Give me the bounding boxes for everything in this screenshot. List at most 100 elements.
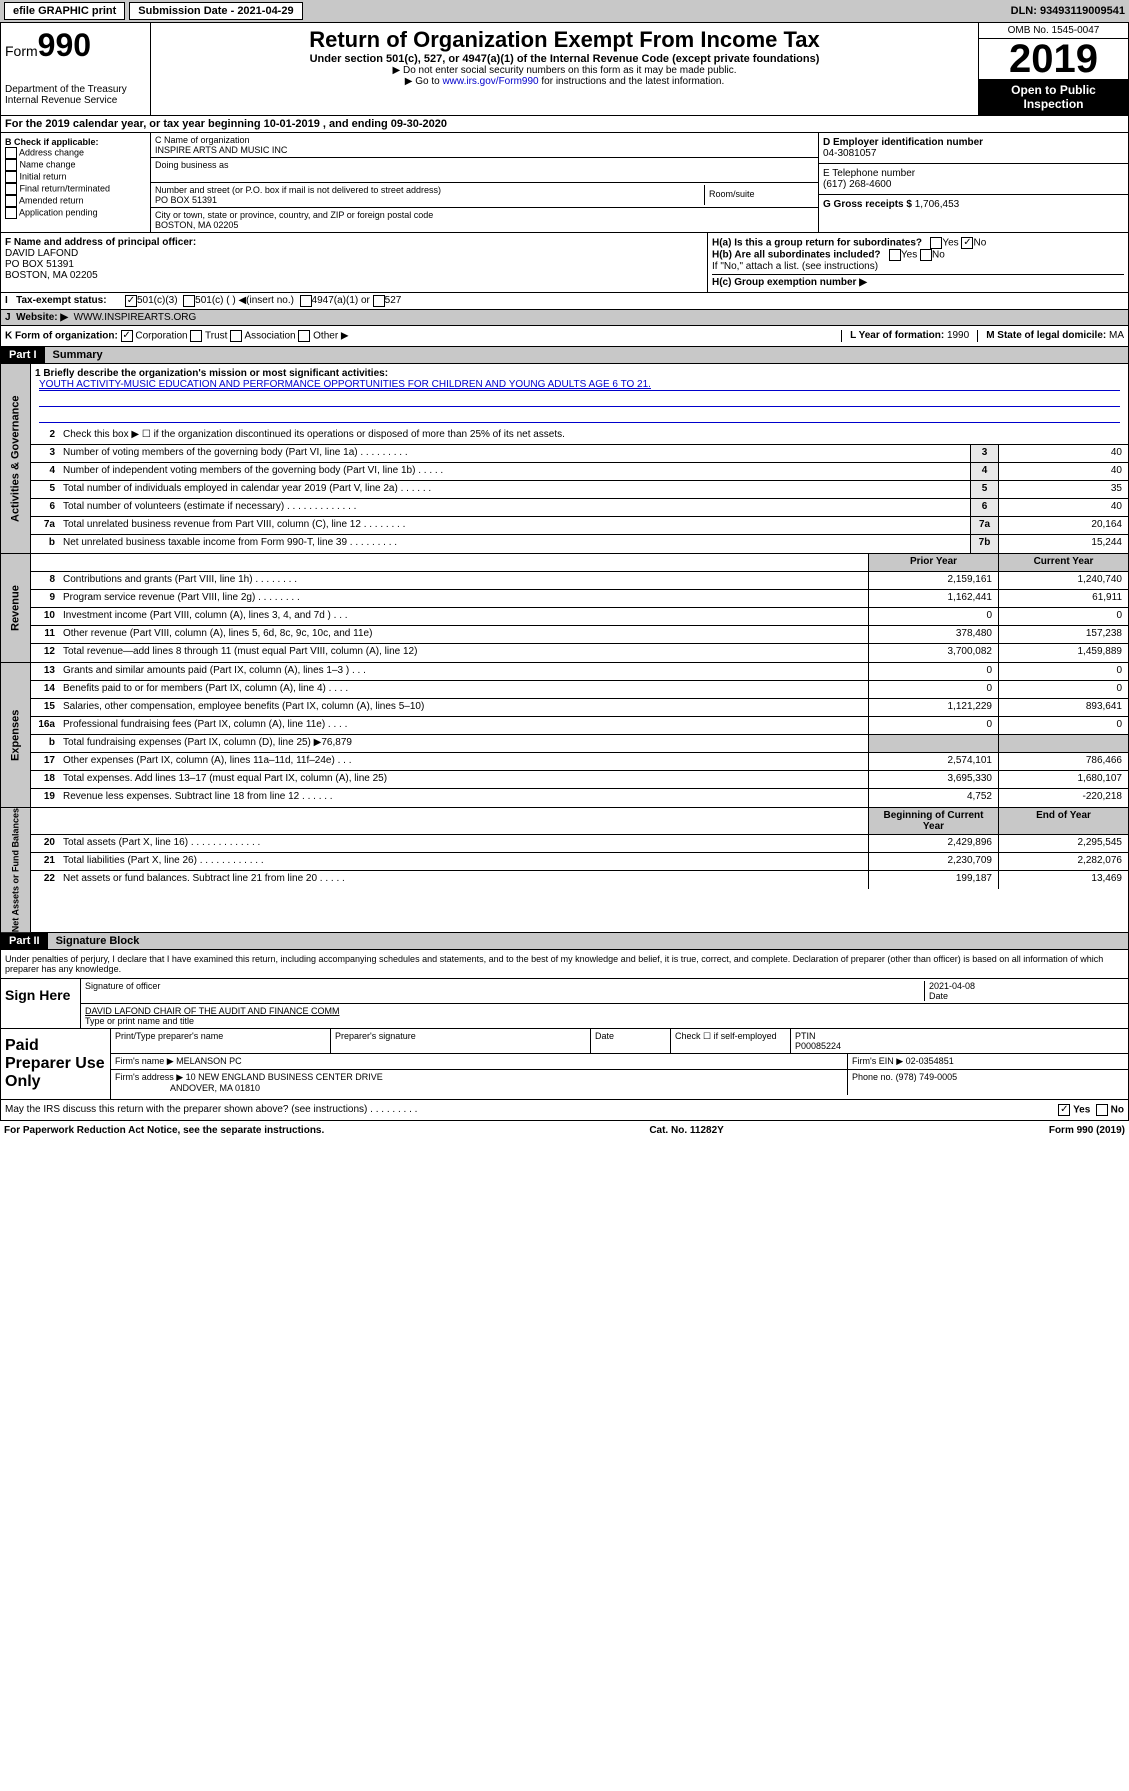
open-public-badge: Open to Public Inspection bbox=[979, 79, 1128, 115]
begin-year-hdr: Beginning of Current Year bbox=[868, 808, 998, 834]
ha-label: H(a) Is this a group return for subordin… bbox=[712, 238, 922, 249]
footer-right: Form 990 (2019) bbox=[1049, 1125, 1125, 1136]
discuss-label: May the IRS discuss this return with the… bbox=[5, 1104, 417, 1116]
ptin-value: P00085224 bbox=[795, 1041, 841, 1051]
hb-note: If "No," attach a list. (see instruction… bbox=[712, 261, 1124, 272]
check-assoc[interactable] bbox=[230, 330, 242, 342]
check-pending[interactable]: Application pending bbox=[5, 207, 146, 219]
prep-check-label: Check ☐ if self-employed bbox=[671, 1029, 791, 1053]
org-name-label: C Name of organization bbox=[155, 135, 814, 145]
sidebar-expenses: Expenses bbox=[1, 663, 31, 807]
paid-preparer-label: Paid Preparer Use Only bbox=[1, 1029, 111, 1099]
l7a-val: 20,164 bbox=[998, 517, 1128, 534]
check-amended[interactable]: Amended return bbox=[5, 195, 146, 207]
year-formation: 1990 bbox=[947, 330, 969, 341]
check-addr-change[interactable]: Address change bbox=[5, 147, 146, 159]
firm-ein: 02-0354851 bbox=[906, 1056, 954, 1066]
discuss-yes[interactable]: ✓ bbox=[1058, 1104, 1070, 1116]
footer-mid: Cat. No. 11282Y bbox=[649, 1125, 723, 1136]
sidebar-net: Net Assets or Fund Balances bbox=[1, 808, 31, 932]
table-row: 22Net assets or fund balances. Subtract … bbox=[31, 871, 1128, 889]
table-row: 17Other expenses (Part IX, column (A), l… bbox=[31, 753, 1128, 771]
ein-label: D Employer identification number bbox=[823, 137, 1124, 148]
net-assets-section: Net Assets or Fund Balances Beginning of… bbox=[0, 808, 1129, 933]
table-row: 11Other revenue (Part VIII, column (A), … bbox=[31, 626, 1128, 644]
city-label: City or town, state or province, country… bbox=[155, 210, 814, 220]
check-initial[interactable]: Initial return bbox=[5, 171, 146, 183]
prior-year-hdr: Prior Year bbox=[868, 554, 998, 571]
addr-label: Number and street (or P.O. box if mail i… bbox=[155, 185, 704, 195]
table-row: 14Benefits paid to or for members (Part … bbox=[31, 681, 1128, 699]
website-row: J Website: ▶ WWW.INSPIREARTS.ORG bbox=[0, 310, 1129, 326]
check-corp[interactable]: ✓ bbox=[121, 330, 133, 342]
l7a: Total unrelated business revenue from Pa… bbox=[59, 517, 970, 534]
org-name: INSPIRE ARTS AND MUSIC INC bbox=[155, 145, 814, 155]
check-4947[interactable] bbox=[300, 295, 312, 307]
table-row: 10Investment income (Part VIII, column (… bbox=[31, 608, 1128, 626]
officer-group-row: F Name and address of principal officer:… bbox=[0, 233, 1129, 293]
blank-line bbox=[39, 395, 1120, 407]
form-title: Return of Organization Exempt From Incom… bbox=[155, 27, 974, 53]
part1-header: Part I Summary bbox=[0, 347, 1129, 364]
room-label: Room/suite bbox=[704, 185, 814, 205]
blank-line bbox=[39, 411, 1120, 423]
officer-name: DAVID LAFOND bbox=[5, 248, 703, 259]
state-domicile: MA bbox=[1109, 330, 1124, 341]
table-row: 8Contributions and grants (Part VIII, li… bbox=[31, 572, 1128, 590]
subtitle-1: Under section 501(c), 527, or 4947(a)(1)… bbox=[155, 53, 974, 65]
check-501c3[interactable]: ✓ bbox=[125, 295, 137, 307]
l5: Total number of individuals employed in … bbox=[59, 481, 970, 498]
l7b-val: 15,244 bbox=[998, 535, 1128, 553]
hb-yes[interactable] bbox=[889, 249, 901, 261]
check-other[interactable] bbox=[298, 330, 310, 342]
table-row: 13Grants and similar amounts paid (Part … bbox=[31, 663, 1128, 681]
officer-addr1: PO BOX 51391 bbox=[5, 259, 703, 270]
check-final[interactable]: Final return/terminated bbox=[5, 183, 146, 195]
part2-header: Part II Signature Block bbox=[0, 933, 1129, 950]
hb-label: H(b) Are all subordinates included? bbox=[712, 250, 881, 261]
ha-yes[interactable] bbox=[930, 237, 942, 249]
prep-date-label: Date bbox=[591, 1029, 671, 1053]
officer-addr2: BOSTON, MA 02205 bbox=[5, 270, 703, 281]
entity-info: B Check if applicable: Address change Na… bbox=[0, 133, 1129, 233]
form-label: Form bbox=[5, 43, 38, 59]
discuss-no[interactable] bbox=[1096, 1104, 1108, 1116]
website-value: WWW.INSPIREARTS.ORG bbox=[74, 312, 197, 323]
check-name-change[interactable]: Name change bbox=[5, 159, 146, 171]
l6: Total number of volunteers (estimate if … bbox=[59, 499, 970, 516]
subtitle-3: ▶ Go to bbox=[405, 76, 443, 87]
governance-section: Activities & Governance 1 Briefly descri… bbox=[0, 364, 1129, 554]
sig-officer-label: Signature of officer bbox=[85, 981, 160, 991]
period-row: For the 2019 calendar year, or tax year … bbox=[0, 116, 1129, 133]
check-trust[interactable] bbox=[190, 330, 202, 342]
expenses-section: Expenses 13Grants and similar amounts pa… bbox=[0, 663, 1129, 808]
dln: DLN: 93493119009541 bbox=[1011, 5, 1125, 17]
firm-addr: 10 NEW ENGLAND BUSINESS CENTER DRIVE bbox=[186, 1072, 383, 1082]
sidebar-governance: Activities & Governance bbox=[1, 364, 31, 553]
officer-sig-name: DAVID LAFOND CHAIR OF THE AUDIT AND FINA… bbox=[85, 1006, 1124, 1016]
check-501c[interactable] bbox=[183, 295, 195, 307]
table-row: 18Total expenses. Add lines 13–17 (must … bbox=[31, 771, 1128, 789]
table-row: 20Total assets (Part X, line 16) . . . .… bbox=[31, 835, 1128, 853]
irs-link[interactable]: www.irs.gov/Form990 bbox=[442, 76, 538, 87]
form-header: Form990 Department of the Treasury Inter… bbox=[0, 22, 1129, 116]
mission-text: YOUTH ACTIVITY-MUSIC EDUCATION AND PERFO… bbox=[39, 379, 1120, 391]
table-row: bTotal fundraising expenses (Part IX, co… bbox=[31, 735, 1128, 753]
officer-label: F Name and address of principal officer: bbox=[5, 237, 703, 248]
phone-label: E Telephone number bbox=[823, 168, 1124, 179]
i-label: I Tax-exempt status: bbox=[5, 295, 125, 307]
perjury-text: Under penalties of perjury, I declare th… bbox=[1, 950, 1128, 978]
ein-value: 04-3081057 bbox=[823, 148, 1124, 159]
ha-no[interactable]: ✓ bbox=[961, 237, 973, 249]
page-footer: For Paperwork Reduction Act Notice, see … bbox=[0, 1121, 1129, 1140]
efile-label[interactable]: efile GRAPHIC print bbox=[4, 2, 125, 20]
table-row: 9Program service revenue (Part VIII, lin… bbox=[31, 590, 1128, 608]
dept-label: Department of the Treasury bbox=[5, 84, 146, 95]
firm-city: ANDOVER, MA 01810 bbox=[170, 1083, 260, 1093]
l4: Number of independent voting members of … bbox=[59, 463, 970, 480]
current-year-hdr: Current Year bbox=[998, 554, 1128, 571]
check-527[interactable] bbox=[373, 295, 385, 307]
phone-value: (617) 268-4600 bbox=[823, 179, 1124, 190]
hb-no[interactable] bbox=[920, 249, 932, 261]
top-bar: efile GRAPHIC print Submission Date - 20… bbox=[0, 0, 1129, 22]
